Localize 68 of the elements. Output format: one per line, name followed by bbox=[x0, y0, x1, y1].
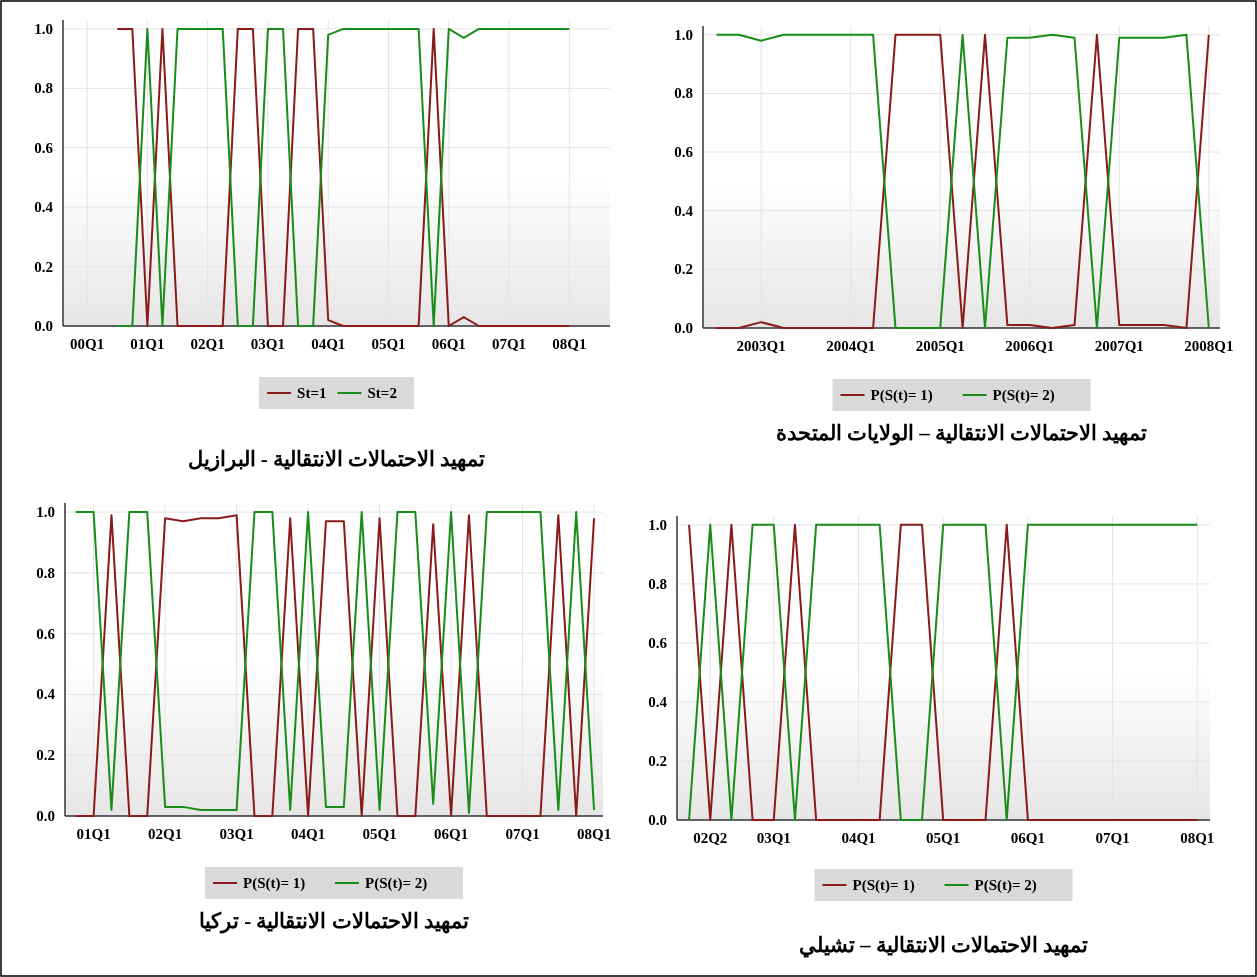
y-tick-label: 0.0 bbox=[648, 812, 667, 828]
x-tick-label: 02Q2 bbox=[693, 830, 728, 846]
y-tick-label: 0.0 bbox=[34, 318, 53, 334]
y-tick-label: 0.2 bbox=[36, 747, 55, 764]
x-tick-label: 05Q1 bbox=[371, 336, 406, 352]
x-tick-label: 06Q1 bbox=[431, 336, 466, 352]
y-tick-label: 0.8 bbox=[36, 564, 55, 581]
x-tick-label: 04Q1 bbox=[291, 826, 326, 842]
x-tick-label: 2006Q1 bbox=[1005, 338, 1055, 354]
x-tick-label: 2005Q1 bbox=[915, 338, 965, 354]
y-tick-label: 1.0 bbox=[648, 516, 667, 533]
y-tick-label: 0.2 bbox=[34, 258, 53, 275]
y-tick-label: 0.8 bbox=[34, 80, 53, 97]
y-tick-label: 0.4 bbox=[648, 693, 668, 710]
x-tick-label: 08Q1 bbox=[1180, 830, 1215, 846]
y-tick-label: 0.8 bbox=[648, 575, 667, 592]
x-tick-label: 06Q1 bbox=[433, 826, 469, 842]
x-tick-label: 2004Q1 bbox=[826, 338, 876, 354]
x-tick-label: 08Q1 bbox=[576, 826, 612, 842]
x-tick-label: 2003Q1 bbox=[736, 338, 786, 354]
line-series bbox=[116, 27, 571, 327]
x-tick-label: 03Q1 bbox=[219, 826, 254, 842]
y-tick-label: 0.8 bbox=[674, 85, 693, 102]
x-tick-label: 07Q1 bbox=[505, 826, 540, 842]
y-tick-label: 0.6 bbox=[674, 144, 694, 161]
y-tick-label: 0.6 bbox=[36, 625, 56, 642]
x-tick-label: 2008Q1 bbox=[1184, 338, 1234, 354]
x-tick-label: 05Q1 bbox=[362, 826, 397, 842]
x-tick-label: 04Q1 bbox=[311, 336, 346, 352]
x-tick-label: 07Q1 bbox=[1095, 830, 1130, 846]
x-tick-label: 00Q1 bbox=[70, 336, 105, 352]
text: تمهيد الاحتمالات الانتقالية – تشيلي bbox=[798, 933, 1089, 958]
line-series bbox=[715, 33, 1210, 329]
y-tick-label: 0.6 bbox=[648, 634, 668, 651]
x-tick-label: 03Q1 bbox=[756, 830, 791, 846]
x-tick-label: 01Q1 bbox=[76, 826, 111, 842]
legend-label: P(S(t)= 2) bbox=[974, 877, 1037, 894]
y-tick-label: 1.0 bbox=[34, 20, 53, 37]
legend-label: P(S(t)= 1) bbox=[852, 877, 915, 894]
x-tick-label: 03Q1 bbox=[250, 336, 286, 352]
y-tick-label: 0.2 bbox=[648, 752, 667, 769]
y-tick-label: 1.0 bbox=[674, 26, 693, 43]
text: تمهيد الاحتمالات الانتقالية - تركيا bbox=[199, 909, 469, 934]
x-tick-label: 06Q1 bbox=[1010, 830, 1045, 846]
legend-label: P(S(t)= 1) bbox=[870, 387, 933, 404]
legend-label: P(S(t)= 2) bbox=[992, 387, 1055, 404]
x-tick-label: 07Q1 bbox=[491, 336, 527, 352]
text: تمهيد الاحتمالات الانتقالية – الولايات المتحدة bbox=[775, 421, 1148, 446]
y-tick-label: 0.4 bbox=[674, 202, 694, 219]
x-tick-label: 04Q1 bbox=[841, 830, 876, 846]
x-tick-label: 2007Q1 bbox=[1094, 338, 1144, 354]
y-tick-label: 1.0 bbox=[36, 504, 55, 521]
y-tick-label: 0.0 bbox=[36, 808, 55, 824]
x-tick-label: 05Q1 bbox=[926, 830, 961, 846]
text: تمهيد الاحتمالات الانتقالية - البرازيل bbox=[187, 447, 486, 472]
x-tick-label: 02Q1 bbox=[148, 826, 183, 842]
legend-label: P(S(t)= 1) bbox=[243, 875, 306, 892]
y-tick-label: 0.4 bbox=[34, 199, 54, 216]
legend-label: P(S(t)= 2) bbox=[365, 875, 428, 892]
y-tick-label: 0.4 bbox=[36, 686, 56, 703]
x-tick-label: 02Q1 bbox=[190, 336, 225, 352]
y-tick-label: 0.6 bbox=[34, 139, 54, 156]
x-tick-label: 08Q1 bbox=[552, 336, 587, 352]
y-tick-label: 0.2 bbox=[674, 261, 693, 278]
legend-label: St=2 bbox=[367, 385, 397, 401]
y-tick-label: 0.0 bbox=[674, 320, 693, 336]
x-tick-label: 01Q1 bbox=[130, 336, 165, 352]
legend-label: St=1 bbox=[297, 385, 327, 401]
